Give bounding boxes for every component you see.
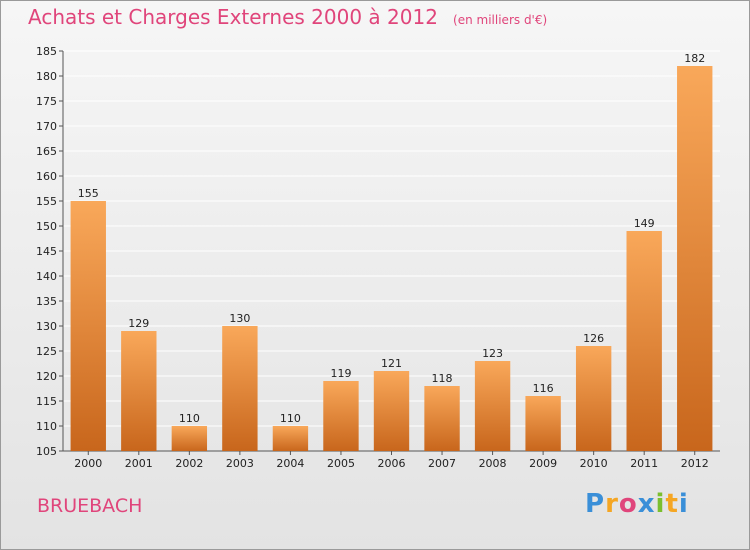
y-tick-label: 115 xyxy=(36,395,57,408)
title-row: Achats et Charges Externes 2000 à 2012 (… xyxy=(28,5,547,29)
bar xyxy=(171,426,208,451)
y-tick-label: 165 xyxy=(36,145,57,158)
x-tick-label: 2010 xyxy=(580,457,608,470)
bar xyxy=(272,426,309,451)
data-label: 182 xyxy=(684,52,705,65)
commune-name: BRUEBACH xyxy=(37,495,143,517)
y-tick-label: 170 xyxy=(36,120,57,133)
chart-subtitle: (en milliers d'€) xyxy=(453,13,548,27)
x-tick-label: 2008 xyxy=(479,457,507,470)
y-tick-label: 150 xyxy=(36,220,57,233)
y-tick-label: 105 xyxy=(36,445,57,458)
x-tick-label: 2002 xyxy=(175,457,203,470)
proxiti-logo: Proxiti xyxy=(585,489,689,519)
data-label: 118 xyxy=(432,372,453,385)
y-tick-label: 140 xyxy=(36,270,57,283)
y-tick-label: 155 xyxy=(36,195,57,208)
y-tick-label: 120 xyxy=(36,370,57,383)
chart-title: Achats et Charges Externes 2000 à 2012 xyxy=(28,5,438,29)
y-tick-label: 130 xyxy=(36,320,57,333)
y-tick-label: 185 xyxy=(36,45,57,58)
y-tick-label: 180 xyxy=(36,70,57,83)
logo-letter: P xyxy=(585,489,606,519)
data-label: 155 xyxy=(78,187,99,200)
bar xyxy=(474,361,511,451)
x-tick-label: 2004 xyxy=(276,457,304,470)
logo-letter: t xyxy=(665,489,679,519)
x-tick-label: 2005 xyxy=(327,457,355,470)
y-tick-label: 110 xyxy=(36,420,57,433)
y-tick-label: 135 xyxy=(36,295,57,308)
x-tick-label: 2006 xyxy=(378,457,406,470)
x-tick-label: 2001 xyxy=(125,457,153,470)
y-tick-label: 145 xyxy=(36,245,57,258)
logo-letter: r xyxy=(605,489,619,519)
logo-letter: x xyxy=(637,489,656,519)
data-label: 126 xyxy=(583,332,604,345)
data-label: 119 xyxy=(330,367,351,380)
y-tick-label: 160 xyxy=(36,170,57,183)
bar xyxy=(373,371,410,451)
bar xyxy=(525,396,561,451)
bar xyxy=(222,326,258,451)
x-tick-label: 2003 xyxy=(226,457,254,470)
data-label: 110 xyxy=(179,412,200,425)
bar xyxy=(70,201,106,451)
logo-letter: o xyxy=(618,489,638,519)
data-label: 130 xyxy=(229,312,250,325)
data-label: 110 xyxy=(280,412,301,425)
data-label: 116 xyxy=(533,382,554,395)
x-tick-label: 2012 xyxy=(681,457,709,470)
logo-letter: i xyxy=(678,489,689,519)
bar xyxy=(575,346,612,451)
y-tick-label: 175 xyxy=(36,95,57,108)
logo-letter: i xyxy=(655,489,666,519)
x-tick-label: 2011 xyxy=(630,457,658,470)
bar xyxy=(424,386,460,451)
data-label: 149 xyxy=(634,217,655,230)
x-tick-label: 2007 xyxy=(428,457,456,470)
x-tick-label: 2000 xyxy=(74,457,102,470)
bar xyxy=(323,381,359,451)
bar xyxy=(626,231,662,451)
x-tick-label: 2009 xyxy=(529,457,557,470)
bar xyxy=(121,331,157,451)
data-label: 121 xyxy=(381,357,402,370)
y-tick-label: 125 xyxy=(36,345,57,358)
data-label: 129 xyxy=(128,317,149,330)
data-label: 123 xyxy=(482,347,503,360)
bar xyxy=(677,66,713,451)
